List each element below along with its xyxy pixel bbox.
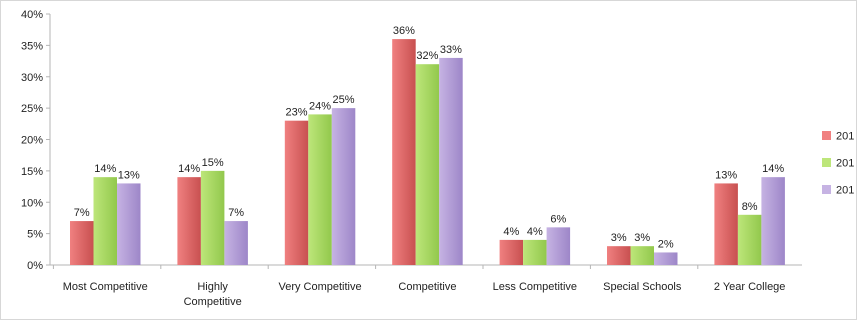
bar	[607, 246, 631, 265]
y-tick-label: 5%	[27, 229, 43, 241]
x-category-label: 2 Year College	[714, 281, 786, 293]
y-tick-label: 0%	[27, 260, 43, 272]
data-label: 23%	[286, 107, 308, 119]
data-label: 4%	[527, 226, 543, 238]
y-tick-label: 25%	[21, 103, 43, 115]
bar	[415, 64, 440, 265]
x-category-label: Competitive	[184, 296, 242, 308]
legend-label: 201	[836, 131, 854, 143]
data-label: 3%	[611, 232, 627, 244]
data-label: 8%	[742, 201, 758, 213]
legend-swatch	[822, 131, 831, 140]
x-category-label: Special Schools	[603, 281, 682, 293]
y-tick-label: 10%	[21, 197, 43, 209]
legend-swatch	[822, 185, 831, 194]
data-label: 7%	[228, 207, 244, 219]
data-label: 13%	[715, 169, 737, 181]
bar	[761, 177, 785, 265]
bar	[523, 239, 547, 265]
y-tick-label: 15%	[21, 166, 43, 178]
data-label: 14%	[762, 163, 784, 175]
bar	[331, 108, 356, 265]
x-category-label: Most Competitive	[63, 281, 148, 293]
data-labels: 7%14%23%36%4%3%13%14%15%24%32%4%3%8%13%7…	[74, 25, 785, 250]
bar	[224, 221, 248, 265]
data-label: 32%	[416, 50, 438, 62]
bar	[284, 120, 309, 265]
bar	[392, 39, 416, 265]
bar	[499, 239, 524, 265]
bar	[737, 214, 762, 265]
y-tick-label: 30%	[21, 72, 43, 84]
bar	[93, 177, 117, 265]
data-label: 14%	[178, 163, 200, 175]
bar	[630, 246, 654, 265]
bar	[177, 177, 201, 265]
data-label: 2%	[658, 238, 674, 250]
x-category-label: Competitive	[398, 281, 456, 293]
bar	[200, 170, 225, 265]
legend-label: 201	[836, 158, 854, 170]
data-label: 7%	[74, 207, 90, 219]
data-label: 36%	[393, 25, 415, 37]
data-label: 24%	[309, 100, 331, 112]
data-label: 25%	[333, 94, 355, 106]
x-category-label: Less Competitive	[493, 281, 577, 293]
legend: 201 201 201	[822, 131, 854, 197]
bar	[714, 183, 738, 265]
data-label: 4%	[503, 226, 519, 238]
x-category-label: Highly	[197, 281, 228, 293]
data-label: 6%	[550, 213, 566, 225]
data-label: 13%	[118, 169, 140, 181]
y-tick-label: 40%	[21, 9, 43, 21]
data-label: 15%	[202, 157, 224, 169]
bar	[70, 221, 94, 265]
axes: 0% 5% 10% 15% 20% 25% 30% 35% 40% Most Competitiv…	[21, 9, 802, 308]
data-label: 3%	[634, 232, 650, 244]
bar	[654, 252, 678, 265]
y-tick-label: 20%	[21, 135, 43, 147]
bars	[70, 39, 785, 266]
bar	[439, 57, 463, 265]
bar	[546, 227, 571, 265]
bar	[308, 114, 332, 266]
data-label: 33%	[440, 44, 462, 56]
data-label: 14%	[94, 163, 116, 175]
legend-label: 201	[836, 185, 854, 197]
y-tick-label: 35%	[21, 40, 43, 52]
legend-swatch	[822, 158, 831, 167]
x-category-label: Very Competitive	[278, 281, 361, 293]
bar	[117, 183, 141, 265]
